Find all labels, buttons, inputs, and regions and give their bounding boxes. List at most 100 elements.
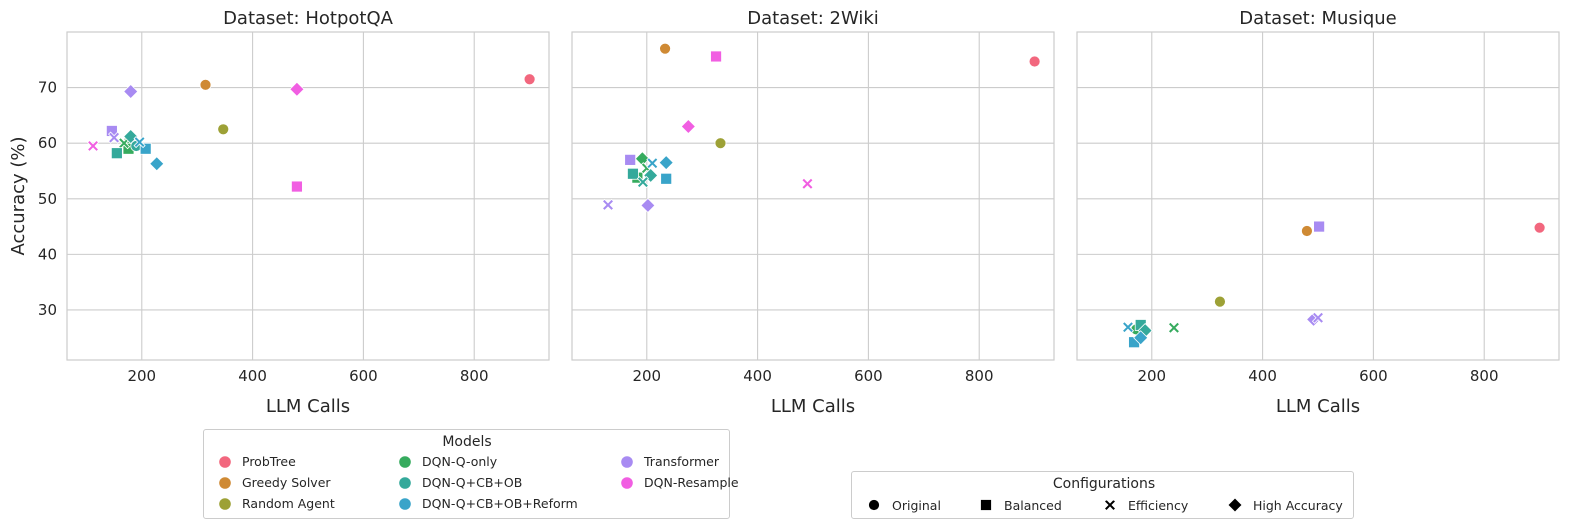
legend-label: DQN-Resample (644, 475, 739, 490)
legend-marker (219, 476, 231, 489)
point-transformer-balanced (1313, 220, 1326, 233)
point-dqn-q-cb-ob-reform-balanced (139, 142, 152, 155)
configurations-legend-title: Configurations (1052, 476, 1156, 492)
panel-title-prefix: Dataset: (747, 8, 829, 29)
point-greedy-solver-original (199, 78, 212, 91)
point-probtree-original (1028, 55, 1041, 68)
panel-hotpotqa: 200 400 600 800 30 40 50 60 70 Dataset: HotpotQA L… (8, 8, 550, 417)
panel-title-dataset: Musique (1322, 8, 1397, 29)
points (86, 73, 536, 193)
legend-swatch-greedy-solver (219, 476, 231, 489)
legend-marker (399, 497, 411, 510)
plot-area (571, 31, 1055, 361)
legend-swatch-efficiency (1103, 498, 1117, 512)
point-transformer-balanced (624, 153, 637, 166)
point-probtree-original (1533, 221, 1546, 234)
x-axis-label: LLM Calls (1276, 396, 1360, 417)
x-tick-label: 200 (632, 367, 661, 385)
legend-item-greedy-solver: Greedy Solver (218, 475, 331, 490)
point-dqn-q-cb-ob-reform-high-accuracy (1133, 330, 1149, 346)
legend-item-dqn-q-cb-ob-reform: DQN-Q+CB+OB+Reform (398, 496, 578, 511)
x-tick-label: 800 (965, 367, 994, 385)
plot-area (66, 31, 550, 361)
legend-label: Efficiency (1128, 497, 1189, 513)
point-dqn-q-only-efficiency (117, 137, 131, 150)
point-dqn-q-cb-ob-reform-efficiency (1121, 321, 1135, 334)
panel-2wiki: 200 400 600 800 Dataset: 2Wiki LLM Calls (571, 8, 1055, 417)
legend-item-random-agent: Random Agent (218, 496, 335, 511)
legend-label: Greedy Solver (242, 475, 331, 490)
point-transformer-high-accuracy (123, 83, 139, 100)
legend-label: Balanced (1004, 497, 1062, 513)
point-dqn-q-cb-ob-balanced (110, 147, 123, 160)
x-tick-label: 600 (349, 367, 378, 385)
point-greedy-solver-original (1301, 225, 1313, 237)
point-dqn-q-cb-ob-reform-efficiency (646, 157, 659, 170)
legend-swatch-probtree (219, 455, 231, 468)
legend-item-high-accuracy: High Accuracy (1227, 497, 1343, 513)
point-probtree-original (523, 73, 536, 86)
legend-marker (621, 455, 633, 468)
legend-swatch-transformer (621, 455, 633, 468)
panel-title-prefix: Dataset: (1239, 8, 1321, 29)
point-transformer-efficiency (601, 198, 615, 211)
legend-item-dqn-q-only: DQN-Q-only (398, 454, 497, 469)
panel-title: Dataset: HotpotQA (223, 8, 394, 29)
y-tick-label: 30 (38, 301, 57, 319)
legend-item-dqn-resample: DQN-Resample (620, 475, 739, 490)
circle-marker-icon (868, 499, 880, 511)
legend-label: ProbTree (242, 454, 296, 469)
legend-item-efficiency: Efficiency (1102, 497, 1188, 513)
plot-area (1076, 31, 1560, 361)
point-dqn-q-cb-ob-diamond (123, 128, 139, 145)
legend-item-dqn-q-cb-ob: DQN-Q+CB+OB (398, 475, 522, 490)
legend-swatch-original (868, 499, 880, 511)
legend-swatch-high-accuracy (1227, 497, 1243, 513)
square-marker-icon (980, 499, 992, 511)
y-tick-label: 40 (38, 245, 57, 263)
point-transformer-high-accuracy (640, 197, 656, 214)
point-dqn-resample-high-accuracy (289, 81, 305, 97)
legend-marker (399, 476, 411, 489)
models-legend-title: Models (442, 434, 492, 450)
y-tick-label: 60 (38, 134, 57, 152)
x-tick-label: 600 (1359, 367, 1388, 385)
legend-swatch-dqn-q-cb-ob-reform (399, 497, 411, 510)
point-dqn-q-cb-ob-efficiency (636, 176, 649, 189)
configurations-legend: Configurations Original Balanced Efficienc… (851, 471, 1354, 519)
y-tick-label: 70 (38, 79, 57, 97)
legend-label: High Accuracy (1253, 497, 1343, 513)
x-tick-label: 400 (743, 367, 772, 385)
x-tick-label: 400 (1248, 367, 1277, 385)
point-random-agent-original (1214, 295, 1226, 308)
legend-label: DQN-Q+CB+OB (422, 475, 523, 490)
legend-marker (219, 455, 231, 468)
panel-musique: 200 400 600 800 Dataset: Musique LLM Calls (1076, 8, 1560, 417)
point-dqn-resample-balanced (291, 180, 303, 193)
panel-title: Dataset: Musique (1239, 8, 1397, 29)
legend-swatch-dqn-q-only (399, 455, 411, 468)
panel-title: Dataset: 2Wiki (747, 8, 879, 29)
x-marker-icon (1103, 498, 1117, 512)
y-axis-label: Accuracy (%) (8, 136, 29, 255)
legend-swatch-balanced (980, 499, 992, 511)
legend-item-original: Original (866, 497, 941, 513)
point-transformer-efficiency (108, 131, 121, 144)
x-tick-label: 600 (854, 367, 883, 385)
legend-item-balanced: Balanced (978, 497, 1062, 513)
legend-label: DQN-Q-only (422, 454, 498, 469)
point-dqn-q-cb-ob-reform-high-accuracy (149, 156, 165, 172)
x-tick-label: 800 (460, 367, 489, 385)
point-greedy-solver-original (659, 42, 671, 55)
legend-swatch-random-agent (219, 497, 231, 510)
point-dqn-q-cb-ob-reform-efficiency (133, 136, 146, 149)
panel-title-dataset: HotpotQA (305, 8, 393, 29)
point-dqn-q-cb-ob-balanced (627, 167, 639, 180)
x-tick-label: 400 (238, 367, 267, 385)
legend-label: Original (892, 497, 941, 513)
point-dqn-q-cb-ob-reform-high-accuracy (658, 155, 674, 171)
legend-item-transformer: Transformer (620, 454, 719, 469)
legend-label: Random Agent (242, 496, 335, 511)
legend-marker (219, 497, 231, 510)
